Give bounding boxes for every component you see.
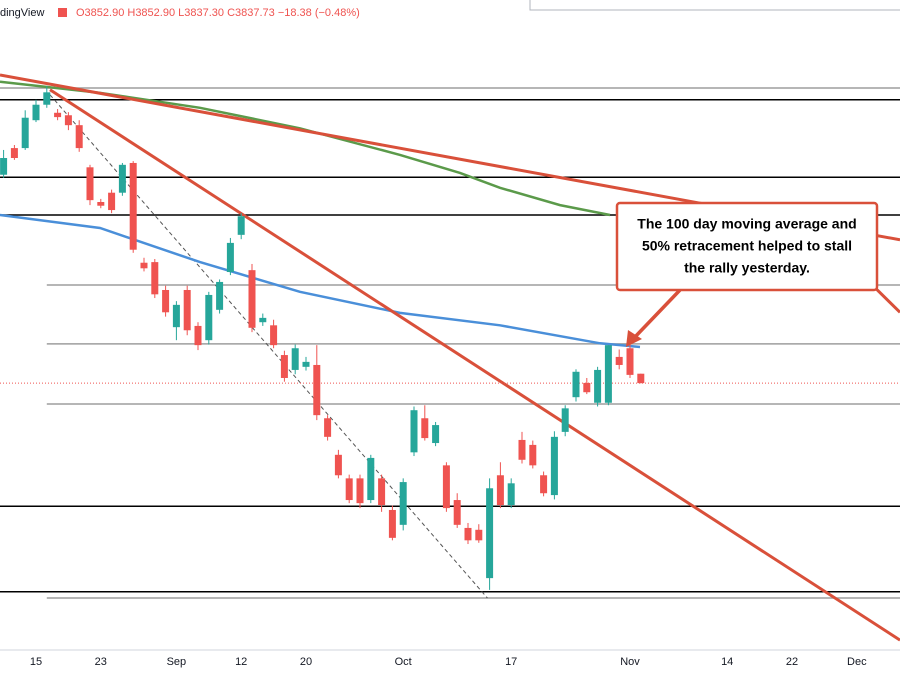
candle-body [162,289,170,313]
x-tick-label: 17 [505,656,517,668]
candle-body [486,488,494,579]
x-tick-label: Sep [167,656,187,668]
candle-body [453,500,461,525]
candle-body [432,425,440,444]
ohlc-legend: O3852.90 H3852.90 L3837.30 C3837.73 −18.… [76,7,360,19]
candle-body [594,369,602,403]
candle-body [237,216,245,235]
candle-body [334,454,342,476]
x-tick-label: Nov [620,656,640,668]
candle-body [108,192,116,211]
candle-body [637,373,645,384]
x-tick-label: 12 [235,656,247,668]
candle-body [280,355,288,378]
candle-body [367,457,375,501]
annotation: The 100 day moving average and 50% retrac… [615,201,879,347]
x-tick-label: Oct [395,656,412,668]
candle-body [248,270,256,328]
candle-body [291,348,299,370]
candle-body [540,475,548,494]
annotation-text: 50% retracement helped to stall [642,238,852,254]
candle-body [464,527,472,541]
arrow-head [626,330,642,347]
candle-body [10,148,18,159]
x-tick-label: Dec [847,656,867,668]
candle-body [205,294,213,341]
candle-body [507,483,515,506]
candle-body [259,317,267,323]
candle-body [475,529,483,541]
candle-body [54,112,62,118]
annotation-text: The 100 day moving average and [637,216,856,232]
candle-body [572,371,580,398]
candle-body [75,125,83,149]
candle-body [345,478,353,501]
candle-body [21,117,29,149]
overlay-line [0,80,611,217]
x-tick-label: 14 [721,656,733,668]
candle-body [399,482,407,525]
x-tick-label: 22 [786,656,798,668]
x-tick-label: 23 [95,656,107,668]
candle-body [118,164,126,193]
annotation-box [615,201,879,292]
candle-body [496,475,504,506]
candle-body [97,202,105,206]
candle-body [550,436,558,496]
candle-body [0,158,8,175]
candle-body [183,289,191,331]
candle-body [604,345,612,403]
candle-body [421,418,429,439]
candle-body [313,364,321,416]
top-panel [529,0,900,11]
candle-body [561,408,569,432]
x-tick-label: 15 [30,656,42,668]
candle-body [442,465,450,509]
candle-body [226,242,234,273]
candle-body [378,478,386,506]
status-icon [58,8,67,17]
candle-body [86,167,94,201]
candle-body [615,356,623,365]
candle-body [410,410,418,453]
candle-body [140,262,148,269]
candle-body [626,348,634,375]
candle-body [518,439,526,460]
candle-body [356,478,364,504]
candle-body [43,92,51,105]
candle-body [270,325,278,346]
source-label: dingView [0,7,44,19]
candle-body [194,325,202,346]
annotation-arrow [632,288,682,340]
candle-body [172,304,180,328]
overlay-line [0,213,641,349]
candle-body [216,281,224,310]
candle-body [32,104,40,121]
candle-body [583,382,591,393]
plot-area [0,73,900,642]
candle-body [64,115,72,126]
annotation-text: the rally yesterday. [684,260,810,276]
candle-body [129,162,137,250]
candle-body [388,509,396,538]
candle-body [151,262,159,295]
candle-body [324,418,332,437]
candle-body [529,444,537,466]
candle-body [302,361,310,367]
x-tick-label: 20 [300,656,312,668]
overlay-line [49,88,900,642]
overlay-line [49,94,488,599]
